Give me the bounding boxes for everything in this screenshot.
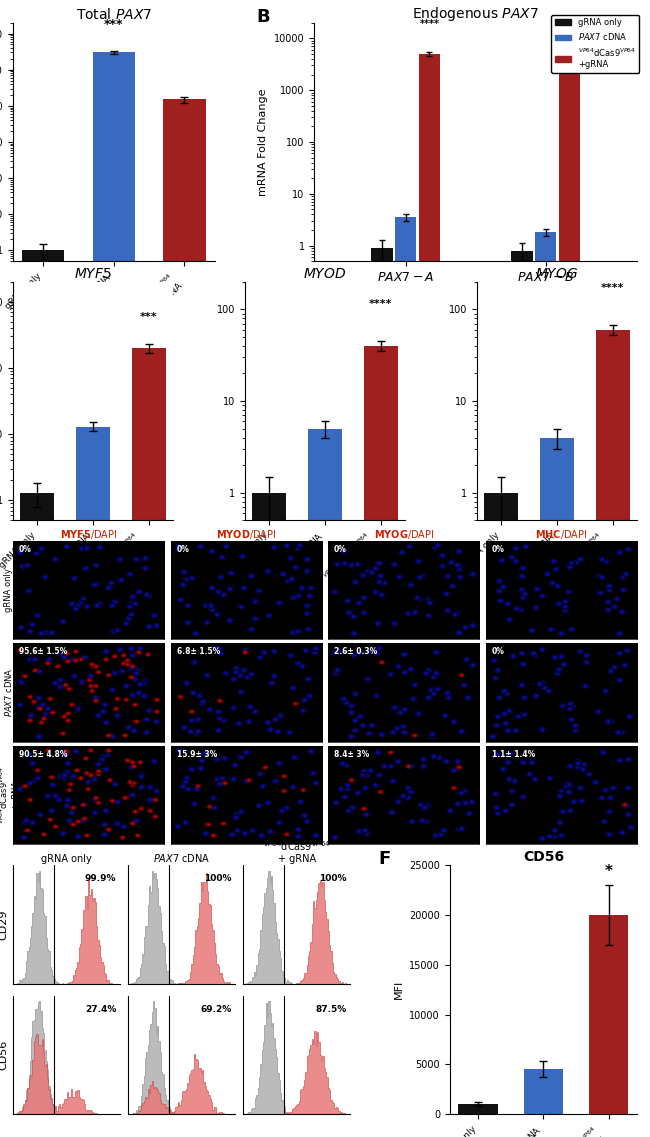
Bar	[22, 250, 64, 1137]
Text: 100%: 100%	[319, 874, 347, 883]
Bar	[371, 248, 393, 1137]
Bar	[589, 915, 629, 1114]
Bar	[458, 1104, 497, 1114]
Bar	[252, 492, 286, 1137]
Text: 0%: 0%	[177, 545, 189, 554]
Text: 95.6± 1.5%: 95.6± 1.5%	[19, 647, 68, 656]
Title: CD56: CD56	[523, 849, 564, 864]
Text: 0%: 0%	[19, 545, 32, 554]
Bar	[163, 100, 205, 1137]
Text: 69.2%: 69.2%	[200, 1005, 231, 1014]
Y-axis label: MFI: MFI	[393, 980, 404, 999]
Y-axis label: CD56: CD56	[0, 1039, 9, 1070]
Title: $\it{PAX7}$ cDNA: $\it{PAX7}$ cDNA	[153, 852, 210, 864]
Title: $^{VP64}$dCas9$^{VP64}$
+ gRNA: $^{VP64}$dCas9$^{VP64}$ + gRNA	[263, 839, 330, 864]
Title: Total $\it{PAX7}$: Total $\it{PAX7}$	[76, 7, 152, 22]
Text: ****: ****	[369, 299, 393, 309]
Bar	[535, 232, 556, 1137]
Text: 1.1± 1.4%: 1.1± 1.4%	[491, 749, 535, 758]
Title: $\bf{MHC}$/DAPI: $\bf{MHC}$/DAPI	[535, 528, 588, 541]
Text: 90.5± 4.8%: 90.5± 4.8%	[19, 749, 68, 758]
Y-axis label: CD29: CD29	[0, 910, 9, 939]
Text: 87.5%: 87.5%	[316, 1005, 347, 1014]
Bar	[558, 53, 580, 1137]
Bar	[93, 52, 135, 1137]
Polygon shape	[131, 871, 235, 984]
Text: 8.4± 3%: 8.4± 3%	[334, 749, 369, 758]
Text: ***: ***	[104, 18, 124, 31]
Polygon shape	[131, 873, 235, 984]
Text: ****: ****	[419, 19, 439, 30]
Title: $\bf{MYF5}$/DAPI: $\bf{MYF5}$/DAPI	[60, 528, 118, 541]
Bar	[20, 492, 54, 1137]
Text: 2.6± 0.3%: 2.6± 0.3%	[334, 647, 378, 656]
Bar	[484, 492, 518, 1137]
Polygon shape	[16, 879, 120, 984]
Text: ****: ****	[559, 19, 579, 30]
Y-axis label: $^{VP64}$dCas9$^{VP64}$
+gRNA: $^{VP64}$dCas9$^{VP64}$ +gRNA	[0, 766, 20, 824]
Bar	[364, 346, 398, 1137]
Title: $\bf{MYOD}$/DAPI: $\bf{MYOD}$/DAPI	[216, 528, 276, 541]
Polygon shape	[16, 1034, 120, 1114]
Polygon shape	[16, 1002, 120, 1114]
Polygon shape	[131, 1054, 235, 1114]
Polygon shape	[246, 1031, 350, 1114]
Bar	[524, 1070, 563, 1114]
Y-axis label: $\it{PAX7}$ cDNA: $\it{PAX7}$ cDNA	[3, 667, 14, 717]
Polygon shape	[246, 1002, 350, 1114]
Title: Endogenous $\it{PAX7}$: Endogenous $\it{PAX7}$	[412, 5, 539, 23]
Text: 0%: 0%	[334, 545, 347, 554]
Bar	[132, 348, 166, 1137]
Text: ***: ***	[140, 312, 158, 322]
Y-axis label: gRNA only: gRNA only	[5, 568, 14, 612]
Title: $\it{MYF5}$: $\it{MYF5}$	[74, 267, 112, 281]
Text: 6.8± 1.5%: 6.8± 1.5%	[177, 647, 220, 656]
Polygon shape	[131, 1002, 235, 1114]
Text: 99.9%: 99.9%	[85, 874, 116, 883]
Bar	[540, 438, 574, 1137]
Y-axis label: mRNA Fold Change: mRNA Fold Change	[259, 89, 268, 196]
Bar	[419, 53, 440, 1137]
Title: $\it{MYOG}$: $\it{MYOG}$	[536, 267, 579, 281]
Title: $\it{MYOD}$: $\it{MYOD}$	[304, 267, 346, 281]
Bar	[308, 429, 342, 1137]
Bar	[76, 426, 110, 1137]
Bar	[512, 250, 532, 1137]
Text: 0%: 0%	[491, 545, 504, 554]
Text: ****: ****	[601, 283, 625, 293]
Title: gRNA only: gRNA only	[41, 854, 92, 864]
Polygon shape	[246, 871, 350, 984]
Text: 27.4%: 27.4%	[85, 1005, 116, 1014]
Text: 0%: 0%	[491, 647, 504, 656]
Text: B: B	[256, 8, 270, 26]
Title: $\bf{MYOG}$/DAPI: $\bf{MYOG}$/DAPI	[374, 528, 434, 541]
Text: 100%: 100%	[204, 874, 231, 883]
Bar	[596, 330, 630, 1137]
Polygon shape	[246, 880, 350, 984]
Text: *: *	[605, 864, 613, 879]
Legend: gRNA only, $\it{PAX7}$ cDNA, $^{VP64}$dCas9$^{VP64}$
+gRNA: gRNA only, $\it{PAX7}$ cDNA, $^{VP64}$dC…	[551, 15, 640, 73]
Bar	[395, 217, 417, 1137]
Text: 15.9± 3%: 15.9± 3%	[177, 749, 217, 758]
Text: F: F	[378, 850, 391, 868]
Polygon shape	[16, 871, 120, 984]
